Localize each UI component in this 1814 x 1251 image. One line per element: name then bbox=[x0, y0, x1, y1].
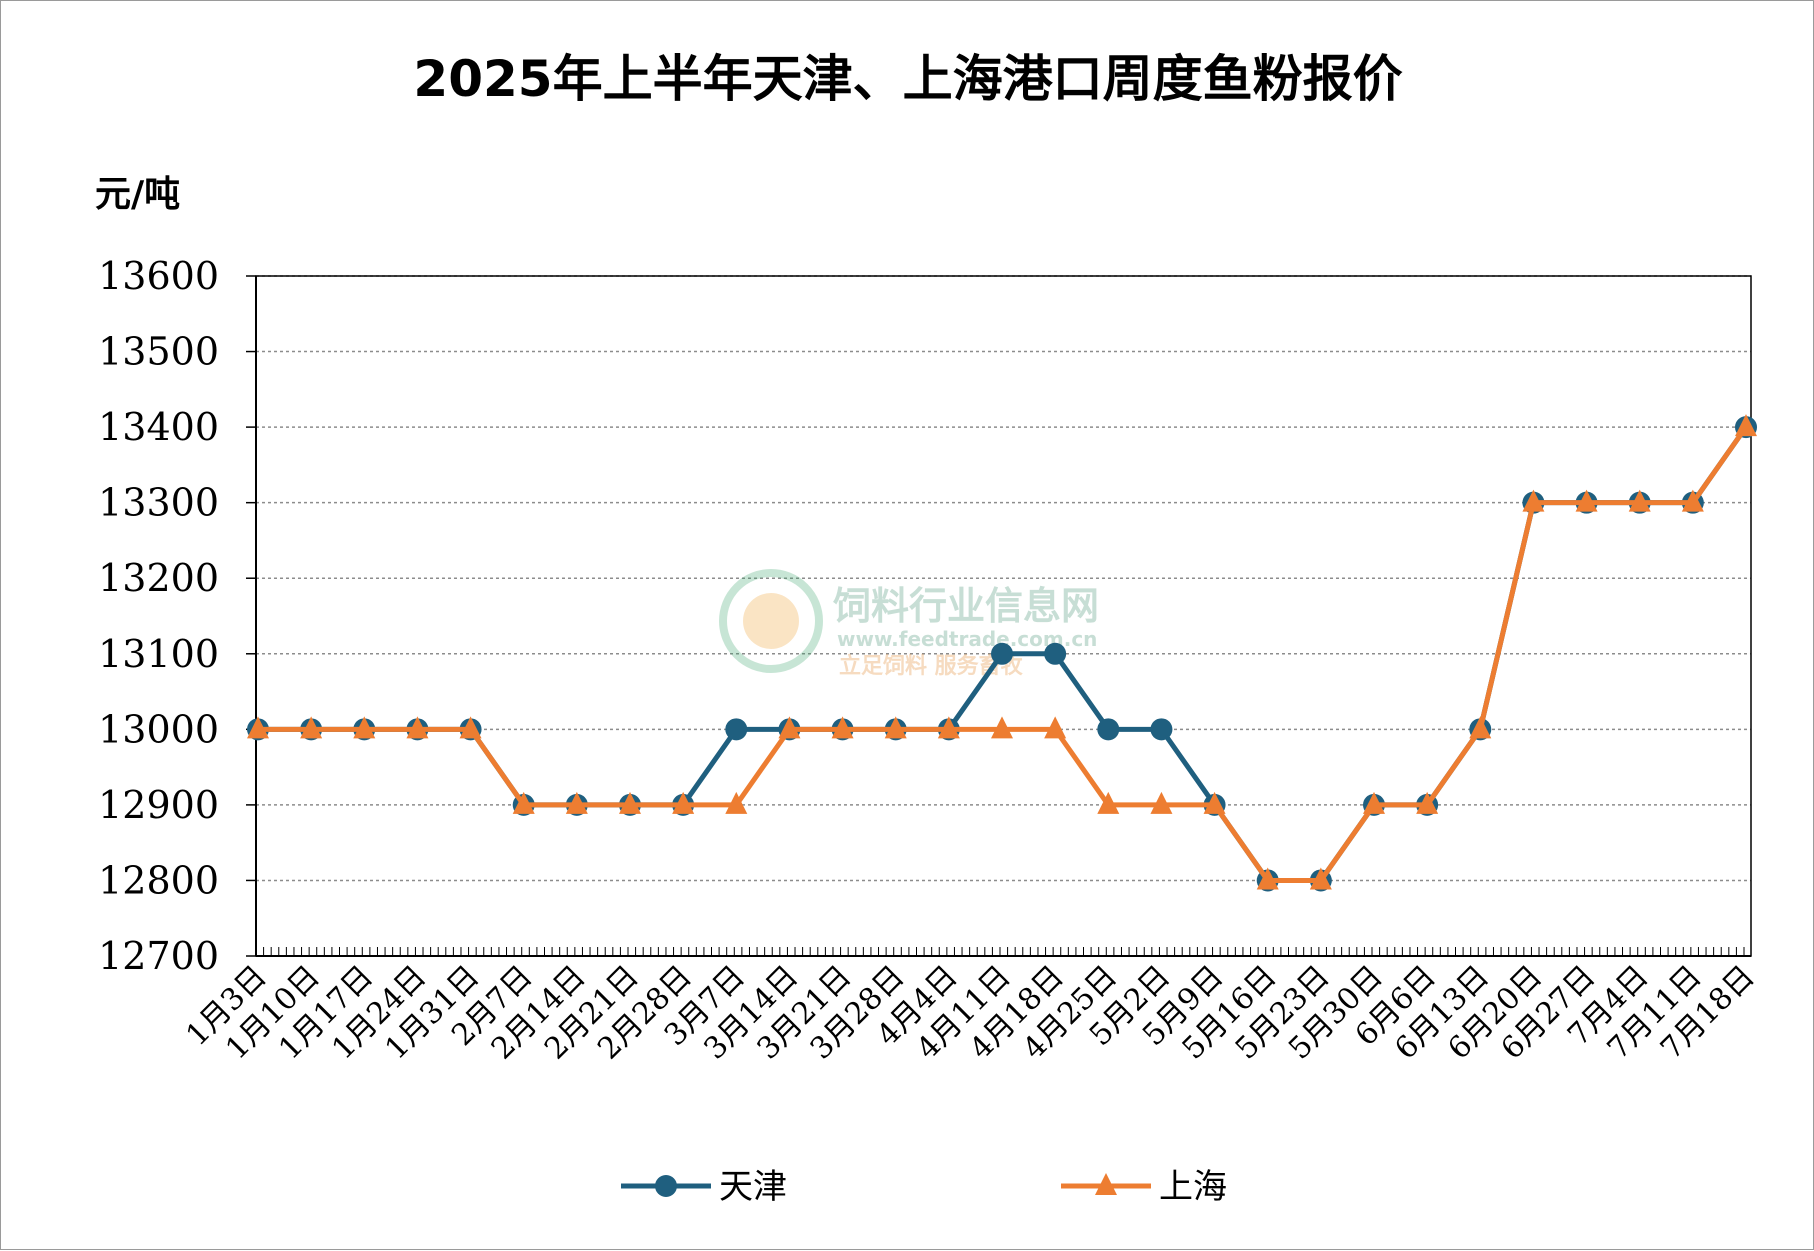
data-point-1 bbox=[937, 716, 960, 739]
y-tick-label: 12700 bbox=[98, 934, 219, 978]
y-tick-label: 13300 bbox=[98, 481, 219, 525]
data-point-1 bbox=[1097, 791, 1120, 814]
y-axis-unit: 元/吨 bbox=[95, 174, 180, 215]
data-point-1 bbox=[1150, 791, 1173, 814]
y-tick-label: 12800 bbox=[98, 858, 219, 902]
data-point-1 bbox=[1256, 867, 1279, 890]
legend-marker bbox=[1095, 1173, 1117, 1195]
x-tick-labels: 1月3日1月10日1月17日1月24日1月31日2月7日2月14日2月21日2月… bbox=[179, 959, 1761, 1067]
data-point-1 bbox=[672, 791, 695, 814]
data-point-1 bbox=[1469, 716, 1492, 739]
data-point-1 bbox=[1681, 489, 1704, 512]
y-tick-label: 13500 bbox=[98, 330, 219, 374]
data-point-0 bbox=[1044, 642, 1067, 665]
data-point-1 bbox=[459, 716, 482, 739]
watermark-ring bbox=[719, 569, 823, 673]
data-point-1 bbox=[247, 716, 269, 739]
data-point-0 bbox=[1150, 718, 1173, 741]
data-point-0 bbox=[725, 718, 748, 741]
data-point-0 bbox=[991, 642, 1013, 665]
y-tick-label: 13000 bbox=[98, 707, 219, 751]
grid-lines bbox=[256, 275, 1751, 882]
data-point-1 bbox=[619, 791, 641, 814]
data-point-1 bbox=[353, 716, 376, 739]
watermark-logo: 饲料行业信息网 www.feedtrade.com.cn 立足饲料 服务畜牧 bbox=[719, 569, 1099, 679]
data-point-0 bbox=[1097, 718, 1120, 741]
data-point-1 bbox=[1735, 414, 1757, 437]
chart-title: 2025年上半年天津、上海港口周度鱼粉报价 bbox=[413, 50, 1402, 108]
legend-label: 上海 bbox=[1159, 1167, 1227, 1207]
legend-label: 天津 bbox=[719, 1167, 787, 1207]
data-point-1 bbox=[778, 716, 801, 739]
data-point-1 bbox=[1309, 867, 1332, 890]
y-tick-label: 13100 bbox=[98, 632, 219, 676]
data-point-1 bbox=[1363, 791, 1385, 814]
watermark-name: 饲料行业信息网 bbox=[833, 584, 1099, 628]
y-tick-label: 13400 bbox=[98, 405, 219, 449]
data-point-1 bbox=[1522, 489, 1545, 512]
data-point-1 bbox=[991, 716, 1013, 739]
data-point-1 bbox=[1416, 791, 1439, 814]
data-point-1 bbox=[406, 716, 429, 739]
data-point-1 bbox=[831, 716, 854, 739]
legend-marker bbox=[655, 1175, 677, 1197]
y-tick-label: 13200 bbox=[98, 556, 219, 600]
series-lines bbox=[247, 414, 1757, 892]
data-point-1 bbox=[1628, 489, 1651, 512]
data-point-1 bbox=[1203, 791, 1226, 814]
data-point-1 bbox=[300, 716, 323, 739]
data-point-1 bbox=[1044, 716, 1067, 739]
y-tick-labels: 13600 13500 13400 13300 13200 13100 13000 12900… bbox=[98, 254, 219, 978]
data-point-1 bbox=[884, 716, 907, 739]
y-tick-label: 12900 bbox=[98, 783, 219, 827]
data-point-1 bbox=[725, 791, 748, 814]
y-tick-label: 13600 bbox=[98, 254, 219, 298]
data-point-1 bbox=[512, 791, 535, 814]
data-point-1 bbox=[565, 791, 588, 814]
watermark-core bbox=[743, 593, 799, 649]
legend: 天津 上海 bbox=[621, 1167, 1227, 1207]
data-point-1 bbox=[1575, 489, 1598, 512]
axes bbox=[246, 275, 1752, 957]
